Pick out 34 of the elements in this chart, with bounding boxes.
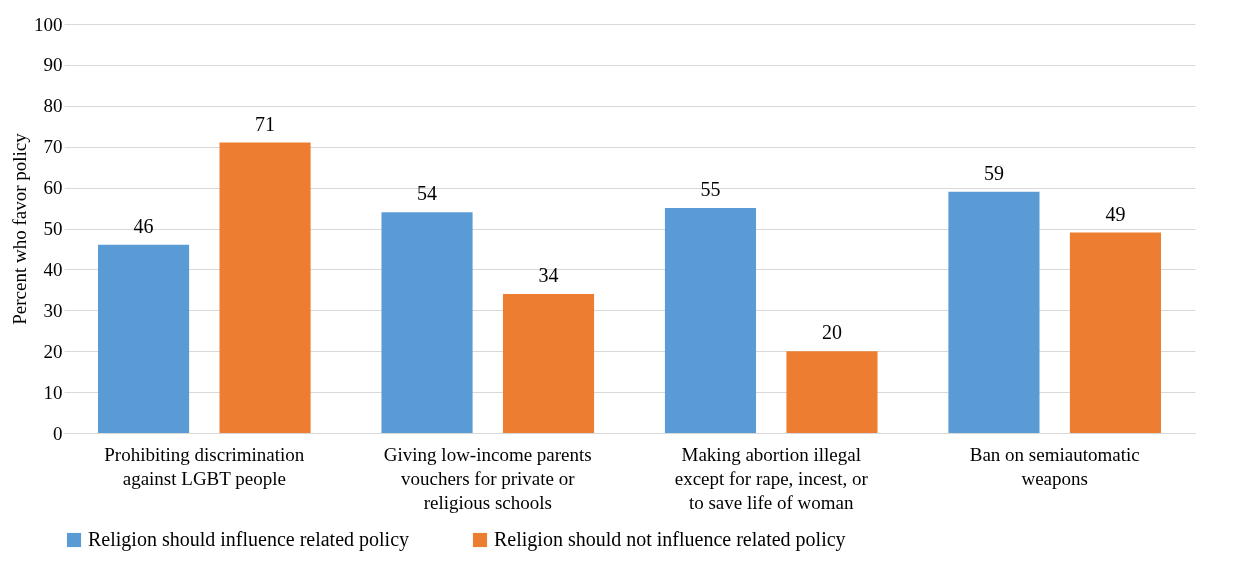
bar (948, 191, 1040, 433)
y-tick-label: 40 (43, 258, 63, 280)
legend-label: Religion should not influence related policy (494, 528, 846, 551)
y-tick-label: 90 (43, 54, 63, 76)
x-tick-label: Ban on semiautomatic weapons (969, 443, 1140, 489)
y-tick-label: 50 (43, 218, 63, 239)
bar (1069, 232, 1161, 433)
y-tick-label: 20 (43, 340, 63, 362)
data-label: 54 (417, 182, 438, 205)
x-tick-label: Prohibiting discrimination against LGBT people (104, 443, 305, 489)
y-tick-label: 80 (43, 95, 63, 117)
data-label: 55 (700, 178, 721, 201)
y-tick-label: 100 (34, 13, 63, 35)
bar (98, 244, 190, 433)
y-tick-label: 60 (43, 177, 63, 199)
y-tick-label: 0 (53, 422, 63, 444)
data-label: 71 (255, 112, 276, 135)
legend-label: Religion should influence related policy (88, 528, 410, 551)
bar (219, 142, 311, 433)
bar (502, 293, 595, 433)
x-tick-label: Giving low-income parents vouchers for private or religious schools (383, 443, 592, 513)
bar (664, 208, 757, 433)
y-axis-title: Percent who favor policy (9, 132, 30, 325)
y-tick-label: 30 (43, 299, 63, 321)
bar (786, 351, 878, 433)
y-tick-label: 10 (43, 381, 63, 403)
data-label: 34 (538, 263, 559, 286)
data-label: 46 (133, 214, 154, 237)
bar (381, 212, 473, 433)
x-tick-label: Making abortion illegal except for rape, incest, or to save life of woman (674, 443, 869, 513)
data-label: 59 (983, 161, 1004, 184)
y-tick-label: 70 (43, 136, 63, 158)
data-label: 49 (1105, 202, 1126, 225)
data-label: 20 (821, 321, 842, 344)
